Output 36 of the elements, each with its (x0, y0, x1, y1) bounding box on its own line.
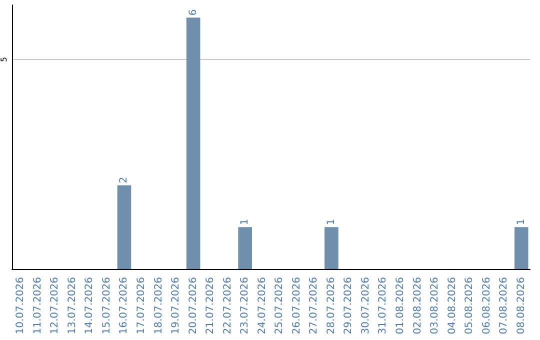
x-tick-label: 15.07.2026 (101, 277, 112, 334)
x-tick-label: 16.07.2026 (118, 277, 130, 334)
x-tick-label: 26.07.2026 (291, 277, 302, 334)
data-label: 1 (326, 218, 337, 226)
x-tick-label: 22.07.2026 (222, 277, 234, 334)
x-tick-label: 14.07.2026 (84, 277, 96, 334)
data-label: 2 (118, 176, 130, 184)
x-tick-label: 19.07.2026 (170, 277, 182, 334)
x-tick-label: 29.07.2026 (343, 277, 354, 334)
x-tick-label: 28.07.2026 (326, 277, 337, 334)
x-tick-label: 30.07.2026 (360, 277, 372, 334)
data-label: 1 (516, 218, 527, 226)
x-tick-label: 27.07.2026 (308, 277, 320, 334)
x-tick-label: 06.08.2026 (481, 277, 492, 334)
x-tick-label: 21.07.2026 (205, 277, 216, 334)
x-tick-label: 07.08.2026 (498, 277, 510, 334)
x-tick-label: 01.08.2026 (395, 277, 406, 334)
x-tick-label: 20.07.2026 (188, 277, 199, 334)
x-tick-label: 17.07.2026 (136, 277, 147, 334)
x-tick-label: 12.07.2026 (50, 277, 61, 334)
data-label: 1 (240, 218, 251, 226)
data-label: 6 (188, 9, 199, 16)
x-tick-label: 05.08.2026 (464, 277, 476, 334)
x-tick-label: 23.07.2026 (240, 277, 251, 334)
x-tick-label: 18.07.2026 (153, 277, 164, 334)
x-tick-label: 11.07.2026 (32, 277, 44, 334)
x-tick-label: 25.07.2026 (274, 277, 286, 334)
x-tick-label: 13.07.2026 (66, 277, 78, 334)
x-tick-label: 31.07.2026 (378, 277, 389, 334)
y-tick-label: 5 (0, 56, 8, 62)
x-tick-label: 08.08.2026 (516, 277, 527, 334)
x-tick-label: 10.07.2026 (15, 277, 26, 334)
x-tick-label: 02.08.2026 (412, 277, 424, 334)
x-tick-label: 24.07.2026 (256, 277, 268, 334)
x-tick-label: 03.08.2026 (430, 277, 441, 334)
x-tick-label: 04.08.2026 (446, 277, 458, 334)
